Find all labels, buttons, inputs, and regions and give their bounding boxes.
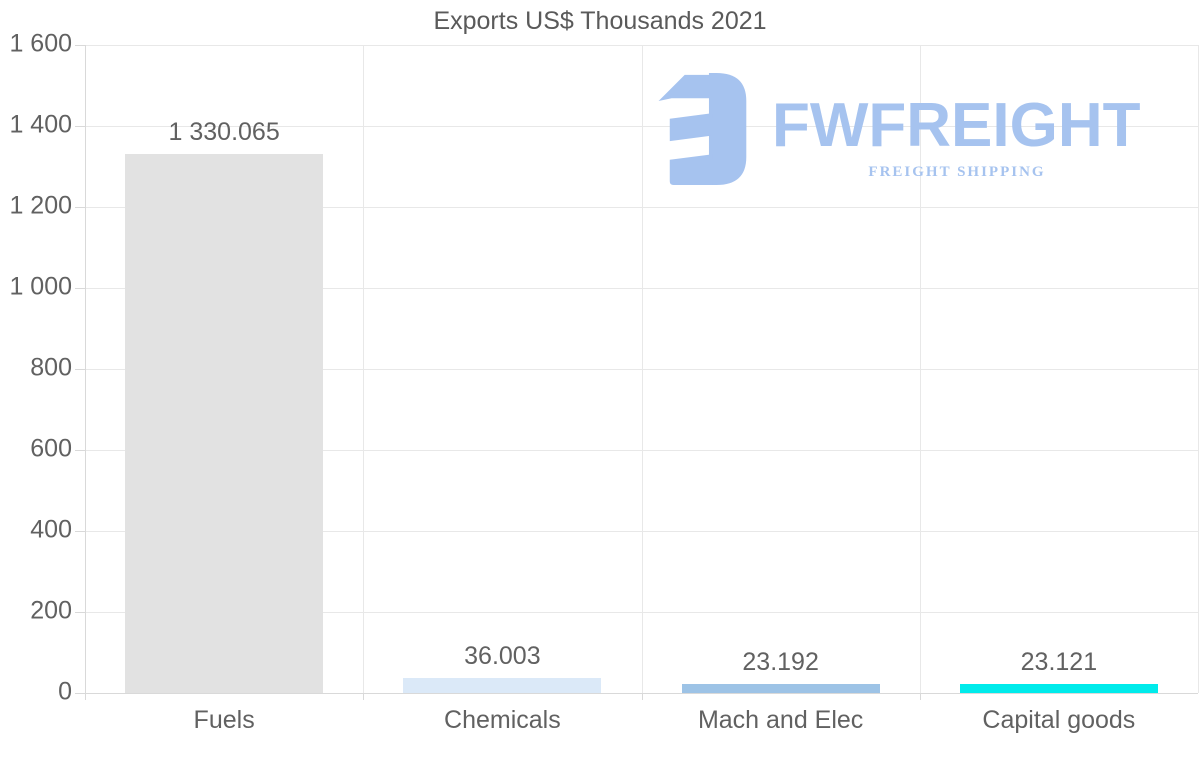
value-label-mach-and-elec: 23.192 (742, 647, 819, 676)
y-tick-600 (75, 450, 85, 451)
x-tick-2 (641, 693, 643, 700)
x-axis-label-capital-goods: Capital goods (982, 706, 1136, 734)
y-tick-label-1400: 1 400 (9, 110, 72, 139)
y-tick-label-400: 400 (30, 515, 72, 544)
bar-chemicals[interactable] (403, 678, 602, 693)
fwfreight-brand-text: FWFREIGHT (772, 91, 1141, 160)
y-tick-1400 (75, 126, 85, 127)
y-tick-800 (75, 369, 85, 370)
value-label-fuels: 1 330.065 (168, 118, 280, 147)
y-tick-400 (75, 531, 85, 532)
y-tick-0 (75, 693, 85, 694)
category-boundary-2 (641, 45, 643, 693)
x-axis-label-mach-and-elec: Mach and Elec (697, 706, 864, 734)
y-tick-label-0: 0 (58, 677, 72, 706)
value-label-capital-goods: 23.121 (1020, 647, 1098, 676)
bar-mach-and-elec[interactable] (681, 683, 880, 693)
fwfreight-logo: FWFREIGHT FREIGHT SHIPPING (648, 73, 1148, 185)
y-tick-1200 (75, 207, 85, 208)
category-boundary-1 (363, 45, 365, 693)
bar-fuels[interactable] (125, 154, 324, 693)
x-axis-label-chemicals: Chemicals (444, 706, 561, 734)
y-tick-label-200: 200 (30, 596, 72, 625)
x-tick-1 (363, 693, 365, 700)
bar-capital-goods[interactable] (959, 683, 1158, 693)
y-tick-label-1200: 1 200 (9, 191, 72, 220)
y-tick-label-800: 800 (30, 353, 72, 382)
plot-right-edge (1198, 45, 1199, 693)
y-axis-line (85, 45, 86, 700)
y-tick-label-1000: 1 000 (9, 272, 72, 301)
fwfreight-logo-icon (658, 73, 747, 185)
x-axis-label-fuels: Fuels (193, 706, 255, 734)
y-tick-1000 (75, 288, 85, 289)
fwfreight-tagline-text: FREIGHT SHIPPING (868, 164, 1046, 180)
category-boundary-3 (919, 45, 921, 693)
value-label-chemicals: 36.003 (464, 642, 541, 671)
y-tick-1600 (75, 45, 85, 46)
y-tick-label-1600: 1 600 (9, 29, 72, 58)
y-tick-200 (75, 612, 85, 613)
chart-title: Exports US$ Thousands 2021 (433, 7, 767, 35)
y-tick-label-600: 600 (30, 434, 72, 463)
x-tick-3 (919, 693, 921, 700)
